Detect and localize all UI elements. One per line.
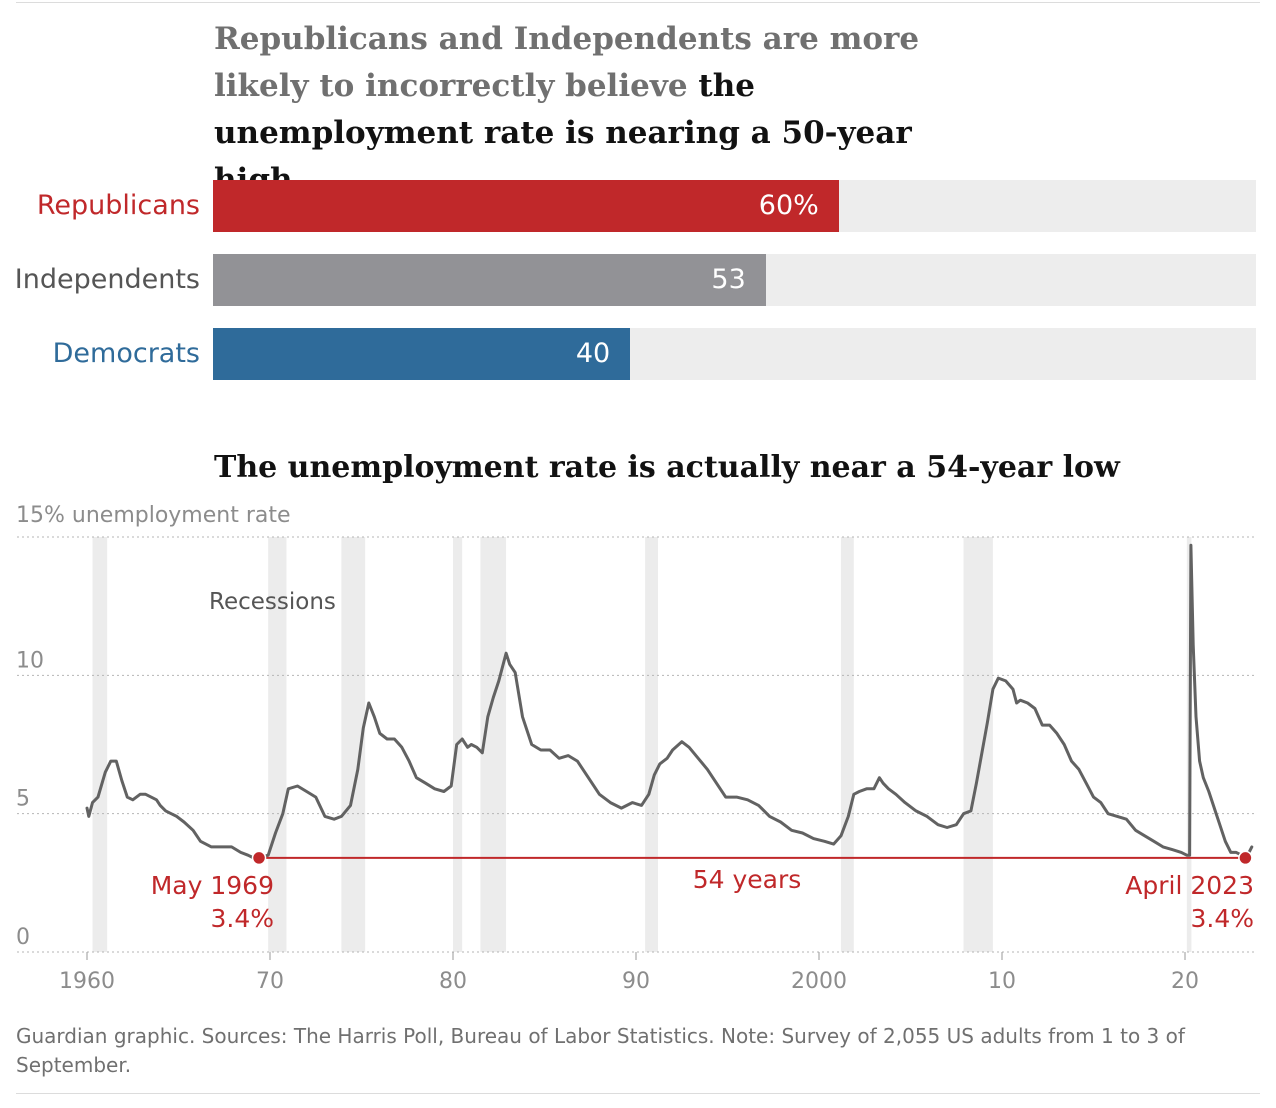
bar-row-democrats: Democrats 40 — [0, 328, 1276, 380]
x-tick-label: 1960 — [59, 969, 115, 994]
end-date-label: April 2023 — [1125, 871, 1254, 900]
bar-value-democrats: 40 — [575, 338, 611, 369]
headline-lead: Republicans and Independents are more li… — [214, 21, 920, 104]
recession-band — [341, 537, 366, 952]
bar-democrats: 40 — [213, 328, 631, 380]
line-chart-title: The unemployment rate is actually near a… — [214, 450, 1120, 485]
y-axis-title: 15% unemployment rate — [16, 503, 291, 528]
unemployment-line-chart: 0 5 10 1960 70 80 90 2000 10 20 Recessions May 1969… — [16, 536, 1256, 994]
start-point-marker — [251, 850, 267, 866]
recession-band — [268, 537, 287, 952]
bar-row-republicans: Republicans 60% — [0, 180, 1276, 232]
bar-value-republicans: 60% — [758, 190, 819, 221]
start-value-label: 3.4% — [210, 904, 274, 933]
recession-band — [92, 537, 108, 952]
bar-track-republicans: 60% — [213, 180, 1256, 232]
start-date-label: May 1969 — [151, 871, 274, 900]
span-label: 54 years — [693, 865, 802, 894]
recession-band — [645, 537, 658, 952]
x-tick-label: 20 — [1171, 969, 1199, 994]
recessions-label: Recessions — [209, 589, 336, 615]
bar-label-democrats: Democrats — [52, 338, 200, 369]
y-tick-label: 5 — [16, 787, 30, 812]
end-value-label: 3.4% — [1190, 904, 1254, 933]
top-rule — [16, 2, 1260, 3]
end-point-marker — [1238, 850, 1253, 866]
recession-band — [840, 537, 854, 952]
bar-track-democrats: 40 — [213, 328, 1256, 380]
bar-row-independents: Independents 53 — [0, 254, 1276, 306]
x-tick-label: 10 — [988, 969, 1016, 994]
bar-independents: 53 — [213, 254, 766, 306]
headline-highlight: the unemployment rate is nearing a 50-ye… — [214, 68, 912, 198]
y-tick-label: 0 — [16, 925, 30, 950]
bar-label-independents: Independents — [14, 264, 200, 295]
x-tick-label: 2000 — [791, 969, 847, 994]
x-tick-label: 80 — [439, 969, 467, 994]
headline: Republicans and Independents are more li… — [214, 16, 994, 204]
x-tick-label: 90 — [622, 969, 650, 994]
bar-label-republicans: Republicans — [36, 190, 200, 221]
bottom-rule — [16, 1093, 1260, 1094]
footnote: Guardian graphic. Sources: The Harris Po… — [16, 1024, 1185, 1077]
x-tick-label: 70 — [256, 969, 284, 994]
bar-republicans: 60% — [213, 180, 839, 232]
recession-band — [963, 537, 993, 952]
y-tick-label: 10 — [16, 648, 44, 673]
bar-value-independents: 53 — [711, 264, 746, 295]
bar-track-independents: 53 — [213, 254, 1256, 306]
